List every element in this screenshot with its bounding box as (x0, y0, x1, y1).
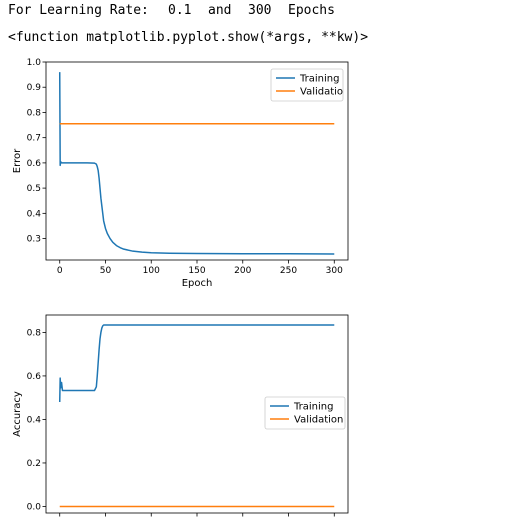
y-tick-label: 0.9 (27, 83, 42, 93)
y-tick-label: 0.3 (27, 235, 41, 245)
output-line-2: <function matplotlib.pyplot.show(*args, … (8, 30, 369, 45)
legend-box (264, 396, 346, 430)
legend-entry: Training (293, 402, 333, 413)
y-tick-label: 0.0 (27, 502, 42, 512)
output-and: and (208, 3, 232, 18)
x-tick-label: 0 (57, 266, 63, 276)
x-tick-label: 250 (280, 266, 297, 276)
legend-box (270, 68, 344, 102)
y-tick-label: 0.5 (27, 184, 41, 194)
x-tick-label: 100 (143, 266, 160, 276)
y-tick-label: 0.8 (27, 328, 42, 338)
output-prefix: For Learning Rate: (8, 3, 149, 18)
legend-entry: Training (299, 74, 339, 85)
x-axis-label: Epoch (182, 278, 213, 289)
x-tick-label: 200 (234, 266, 251, 276)
x-tick-label: 300 (326, 266, 343, 276)
y-tick-label: 1.0 (27, 58, 42, 68)
chart-accuracy: 0.0 0.2 0.4 0.6 0.8 Accuracy Training Validatio… (12, 314, 349, 517)
legend: Training Validation (264, 396, 346, 430)
y-tick-label: 0.8 (27, 108, 42, 118)
y-tick-label: 0.6 (27, 159, 42, 169)
y-tick-label: 0.2 (27, 459, 41, 469)
y-tick-label: 0.4 (27, 415, 42, 425)
output-epoch-count: 300 (248, 3, 272, 18)
output-learning-rate: 0.1 (168, 3, 192, 18)
legend-entry: Validatio (300, 87, 343, 98)
y-axis-label: Error (12, 148, 23, 173)
series-line-training (58, 72, 335, 255)
y-tick-label: 0.6 (27, 372, 42, 382)
output-line-1: For Learning Rate: 0.1 and 300 Epochs (8, 3, 335, 18)
y-tick-label: 0.4 (27, 209, 42, 219)
legend-entry: Validation (294, 415, 343, 426)
y-tick-label: 0.7 (27, 134, 41, 144)
y-axis-label: Accuracy (12, 391, 23, 437)
series-line-training (58, 324, 335, 403)
legend: Training Validatio (270, 68, 344, 102)
x-tick-label: 150 (188, 266, 205, 276)
x-tick-label: 50 (100, 266, 112, 276)
chart-error: 0 50 100 150 200 250 300 0.3 0.4 0.5 0.6 0.7 0.8 0.9 1… (12, 58, 349, 289)
output-suffix: Epochs (288, 3, 335, 18)
